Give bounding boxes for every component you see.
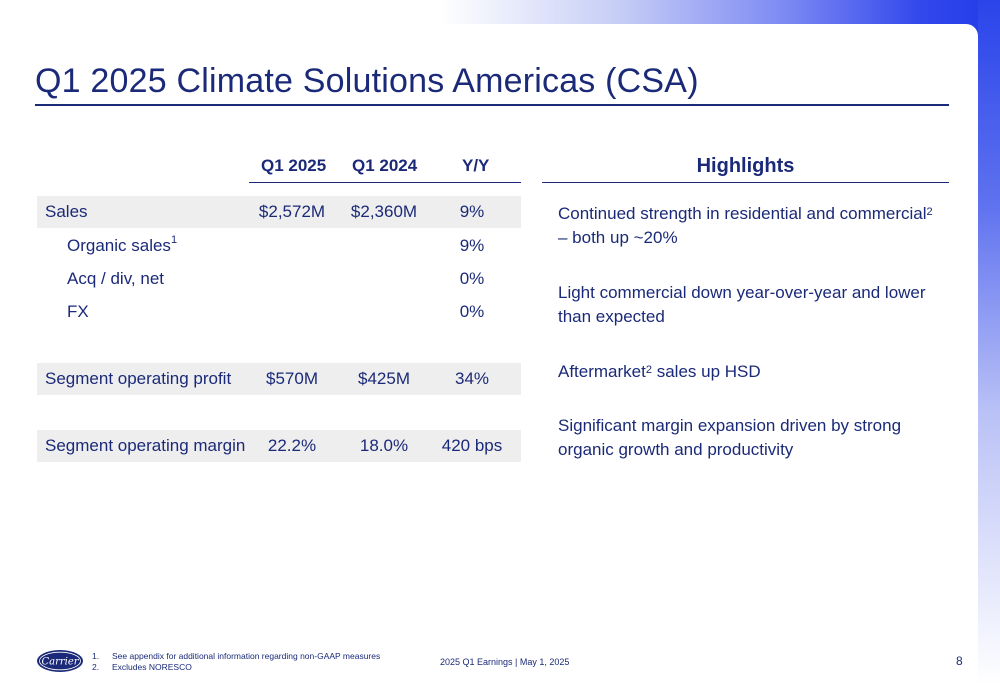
- row-label: Organic sales1: [67, 234, 178, 256]
- footnote-text: See appendix for additional information …: [112, 651, 381, 661]
- cell-q1-2025: 22.2%: [267, 436, 317, 455]
- footnote-text: Excludes NORESCO: [112, 662, 192, 672]
- financial-table: Q1 2025 Q1 2024 Y/Y Sales $2,572M $2,360…: [37, 150, 521, 462]
- highlight-text: Continued strength in residential and co…: [558, 204, 927, 223]
- highlight-item: Aftermarket2 sales up HSD: [558, 360, 938, 384]
- slide-title: Q1 2025 Climate Solutions Americas (CSA): [35, 62, 699, 100]
- cell-q1-2025: $2,572M: [258, 202, 326, 221]
- highlight-item: Continued strength in residential and co…: [558, 202, 938, 250]
- table-row-fx: FX 0%: [37, 296, 521, 328]
- footnotes: 1. See appendix for additional informatio…: [92, 651, 380, 673]
- title-underline: [35, 104, 949, 106]
- footnote-number: 2.: [92, 662, 100, 672]
- col-header-q1-2024: Q1 2024: [352, 156, 418, 175]
- carrier-logo: Carrier: [37, 650, 83, 672]
- cell-q1-2024: $2,360M: [350, 202, 418, 221]
- footnote: 2. Excludes NORESCO: [92, 662, 380, 673]
- footnote-ref: 1: [170, 234, 178, 246]
- row-label-text: Organic sales: [67, 236, 171, 255]
- table-row-segment-operating-profit: Segment operating profit $570M $425M 34%: [37, 363, 521, 395]
- row-label: Segment operating profit: [45, 369, 232, 388]
- highlights-heading: Highlights: [542, 150, 949, 183]
- row-label: Acq / div, net: [67, 269, 165, 288]
- highlight-text-cont: sales up HSD: [651, 362, 761, 381]
- logo-text: Carrier: [41, 657, 79, 668]
- cell-yy: 0%: [459, 269, 485, 288]
- table-row-segment-operating-margin: Segment operating margin 22.2% 18.0% 420…: [37, 430, 521, 462]
- highlights-panel: Highlights Continued strength in residen…: [542, 150, 949, 459]
- cell-yy: 9%: [459, 202, 485, 221]
- right-edge-gradient: [978, 0, 1000, 685]
- col-header-q1-2025: Q1 2025: [261, 156, 327, 175]
- cell-q1-2024: $425M: [358, 369, 410, 388]
- footnote-number: 1.: [92, 651, 100, 661]
- highlight-text: Light commercial down year-over-year and…: [558, 283, 926, 326]
- cell-q1-2024: 18.0%: [359, 436, 409, 455]
- page-number: 8: [956, 654, 963, 668]
- cell-yy: 0%: [459, 302, 485, 321]
- highlight-text: Significant margin expansion driven by s…: [558, 416, 902, 459]
- col-header-yy: Y/Y: [462, 156, 490, 175]
- footnote-ref: 2: [926, 206, 933, 218]
- table-row-sales: Sales $2,572M $2,360M 9%: [37, 196, 521, 228]
- table-row-acq-div: Acq / div, net 0%: [37, 263, 521, 295]
- table-row-organic-sales: Organic sales1 9%: [37, 230, 521, 262]
- footer-event-date: 2025 Q1 Earnings | May 1, 2025: [440, 657, 570, 667]
- row-label: FX: [67, 302, 89, 321]
- highlight-text: Aftermarket: [558, 362, 646, 381]
- cell-yy: 9%: [459, 236, 485, 255]
- cell-yy: 420 bps: [441, 436, 503, 455]
- row-label: Sales: [45, 202, 88, 221]
- table-header: Q1 2025 Q1 2024 Y/Y: [249, 150, 521, 183]
- cell-q1-2025: $570M: [266, 369, 318, 388]
- highlight-item: Significant margin expansion driven by s…: [558, 414, 938, 462]
- highlight-text-cont: – both up ~20%: [558, 228, 678, 247]
- highlight-item: Light commercial down year-over-year and…: [558, 281, 938, 329]
- footnote: 1. See appendix for additional informatio…: [92, 651, 380, 662]
- slide-canvas: [0, 24, 978, 685]
- cell-yy: 34%: [454, 369, 490, 388]
- footnote-ref: 2: [645, 364, 652, 376]
- row-label: Segment operating margin: [45, 436, 246, 455]
